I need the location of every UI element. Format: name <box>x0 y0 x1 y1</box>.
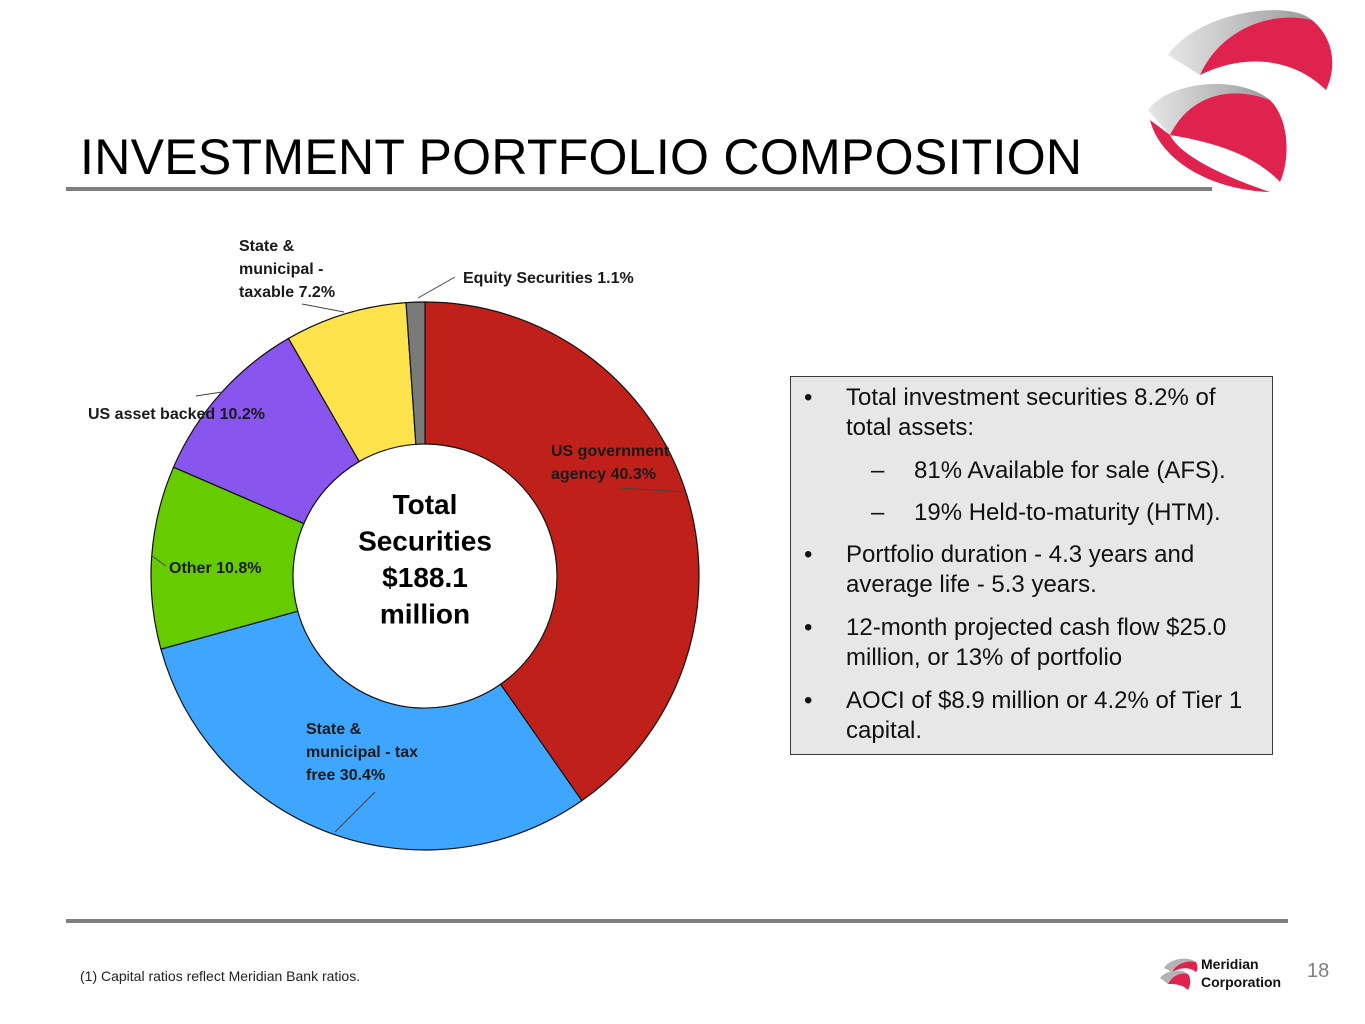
leader-line <box>195 391 223 397</box>
data-label-equity-securities: Equity Securities 1.1% <box>463 270 634 287</box>
footer-divider <box>66 919 1288 923</box>
chart-center-label: Total Securities $188.1 million <box>358 489 492 630</box>
summary-box: Total investment securities 8.2% of tota… <box>790 376 1273 755</box>
title-underline <box>66 187 1212 191</box>
bullet-item-3: Portfolio duration - 4.3 years and avera… <box>791 540 1262 600</box>
brand-name: Meridian Corporation <box>1201 955 1281 991</box>
sub-bullet-item-1: 81% Available for sale (AFS). <box>791 456 1262 486</box>
page-number: 18 <box>1307 960 1330 982</box>
data-label-state-municipal-taxable: State & municipal -taxable 7.2% <box>239 238 335 301</box>
meridian-brand-icon <box>1160 958 1198 990</box>
leader-line <box>151 555 167 567</box>
data-label-us-asset-backed: US asset backed 10.2% <box>88 406 265 423</box>
slice-us-government-agency <box>424 301 700 802</box>
leader-line <box>301 303 345 313</box>
bullet-item-5: AOCI of $8.9 million or 4.2% of Tier 1 c… <box>791 686 1262 746</box>
leader-line <box>619 487 687 493</box>
slice-state-municipal-tax-free <box>160 610 583 851</box>
data-label-state-municipal-tax-free: State & municipal - tax free 30.4% <box>306 721 418 784</box>
slice-equity-securities <box>405 301 426 445</box>
bullet-item-4: 12-month projected cash flow $25.0 milli… <box>791 613 1262 673</box>
footnote: (1) Capital ratios reflect Meridian Bank… <box>80 968 361 984</box>
donut-chart: US government agency 40.3% State & municipa… <box>88 238 700 851</box>
brand-line-2: Corporation <box>1201 974 1282 990</box>
data-label-other: Other 10.8% <box>169 560 261 577</box>
bullet-item-0: Total investment securities 8.2% of tota… <box>791 383 1262 443</box>
leader-line <box>334 791 376 833</box>
leader-line <box>417 276 456 299</box>
sub-bullet-item-2: 19% Held-to-maturity (HTM). <box>791 498 1262 528</box>
data-label-us-government-agency: US government agency 40.3% <box>551 443 670 483</box>
brand-line-1: Meridian <box>1201 956 1259 972</box>
page-title: INVESTMENT PORTFOLIO COMPOSITION <box>80 129 1083 185</box>
meridian-swirl-logo <box>1148 10 1333 192</box>
